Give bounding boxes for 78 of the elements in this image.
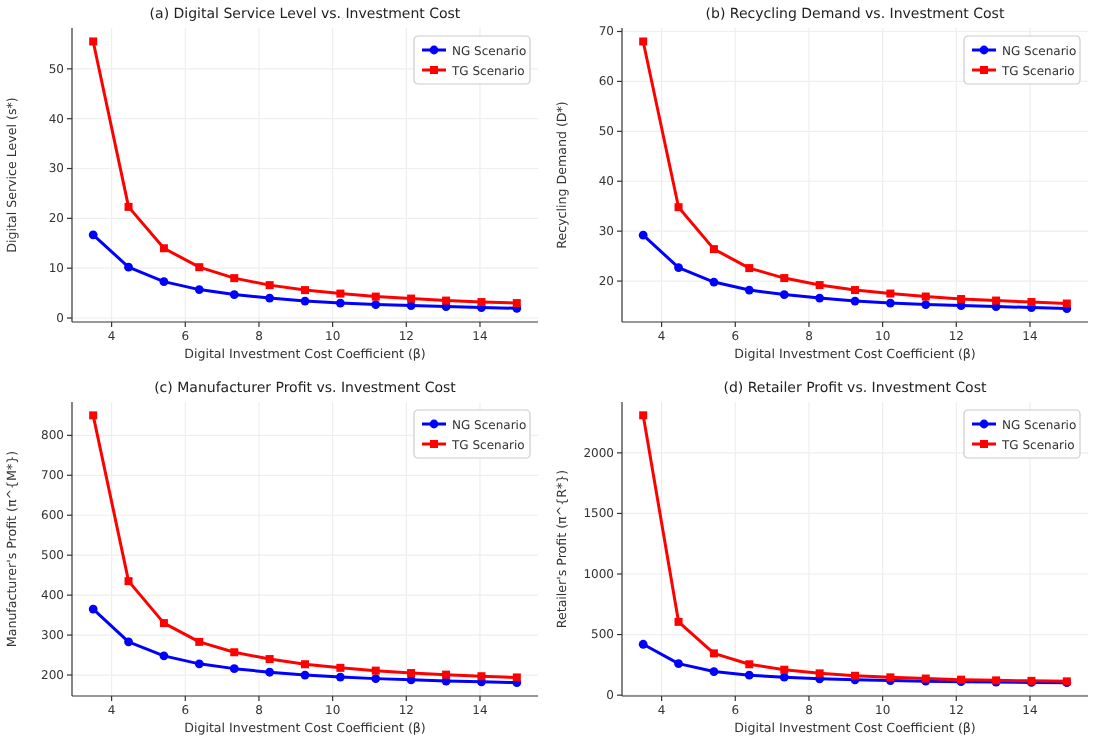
point	[638, 639, 648, 649]
point	[921, 292, 930, 301]
point	[300, 296, 310, 306]
point	[371, 674, 381, 684]
point	[512, 673, 521, 682]
point	[815, 293, 825, 303]
point	[159, 277, 169, 287]
point	[88, 604, 98, 614]
point	[89, 411, 98, 420]
point	[709, 649, 718, 658]
point	[407, 294, 416, 303]
point	[335, 672, 345, 682]
point	[371, 292, 380, 301]
point	[194, 285, 204, 295]
point	[230, 274, 239, 283]
point	[851, 671, 859, 680]
point	[886, 289, 895, 298]
point	[1027, 298, 1036, 307]
point	[674, 659, 683, 669]
point	[194, 659, 204, 669]
point	[301, 660, 309, 669]
point	[229, 664, 239, 674]
point	[195, 637, 204, 646]
point	[477, 298, 486, 307]
point	[779, 672, 789, 682]
point	[230, 648, 239, 657]
point	[674, 203, 683, 212]
point	[639, 411, 648, 420]
point	[88, 230, 98, 240]
point	[265, 655, 274, 664]
point	[779, 290, 789, 299]
point	[371, 300, 381, 309]
point	[265, 667, 275, 677]
point	[709, 245, 718, 254]
point	[265, 293, 275, 303]
point	[780, 274, 789, 283]
point	[709, 277, 719, 287]
point	[921, 300, 931, 309]
point	[709, 667, 719, 676]
point	[301, 286, 309, 295]
point	[957, 295, 966, 304]
point	[850, 296, 860, 306]
point	[512, 299, 521, 308]
point	[265, 281, 274, 290]
point	[744, 285, 754, 295]
point	[124, 637, 133, 647]
point	[780, 665, 789, 674]
point	[992, 296, 1001, 305]
point	[371, 666, 380, 675]
point	[336, 289, 345, 298]
point	[674, 617, 683, 626]
point	[745, 264, 754, 273]
point	[639, 37, 648, 46]
point	[744, 670, 754, 680]
point	[674, 263, 683, 272]
point	[124, 262, 133, 272]
point	[815, 669, 824, 678]
point	[335, 298, 345, 308]
point	[159, 244, 168, 253]
point	[159, 651, 169, 661]
point	[442, 296, 451, 305]
point	[885, 298, 895, 308]
point	[195, 263, 204, 272]
point	[159, 619, 168, 628]
point	[89, 37, 98, 46]
point	[442, 670, 451, 679]
point	[815, 281, 824, 290]
point	[407, 669, 416, 678]
point	[1062, 299, 1071, 308]
point	[477, 672, 486, 681]
point	[638, 230, 648, 240]
point	[229, 290, 239, 299]
point	[745, 660, 754, 669]
point	[124, 577, 133, 586]
point	[851, 286, 859, 295]
point	[124, 202, 133, 211]
point	[336, 663, 345, 672]
point	[300, 670, 310, 680]
